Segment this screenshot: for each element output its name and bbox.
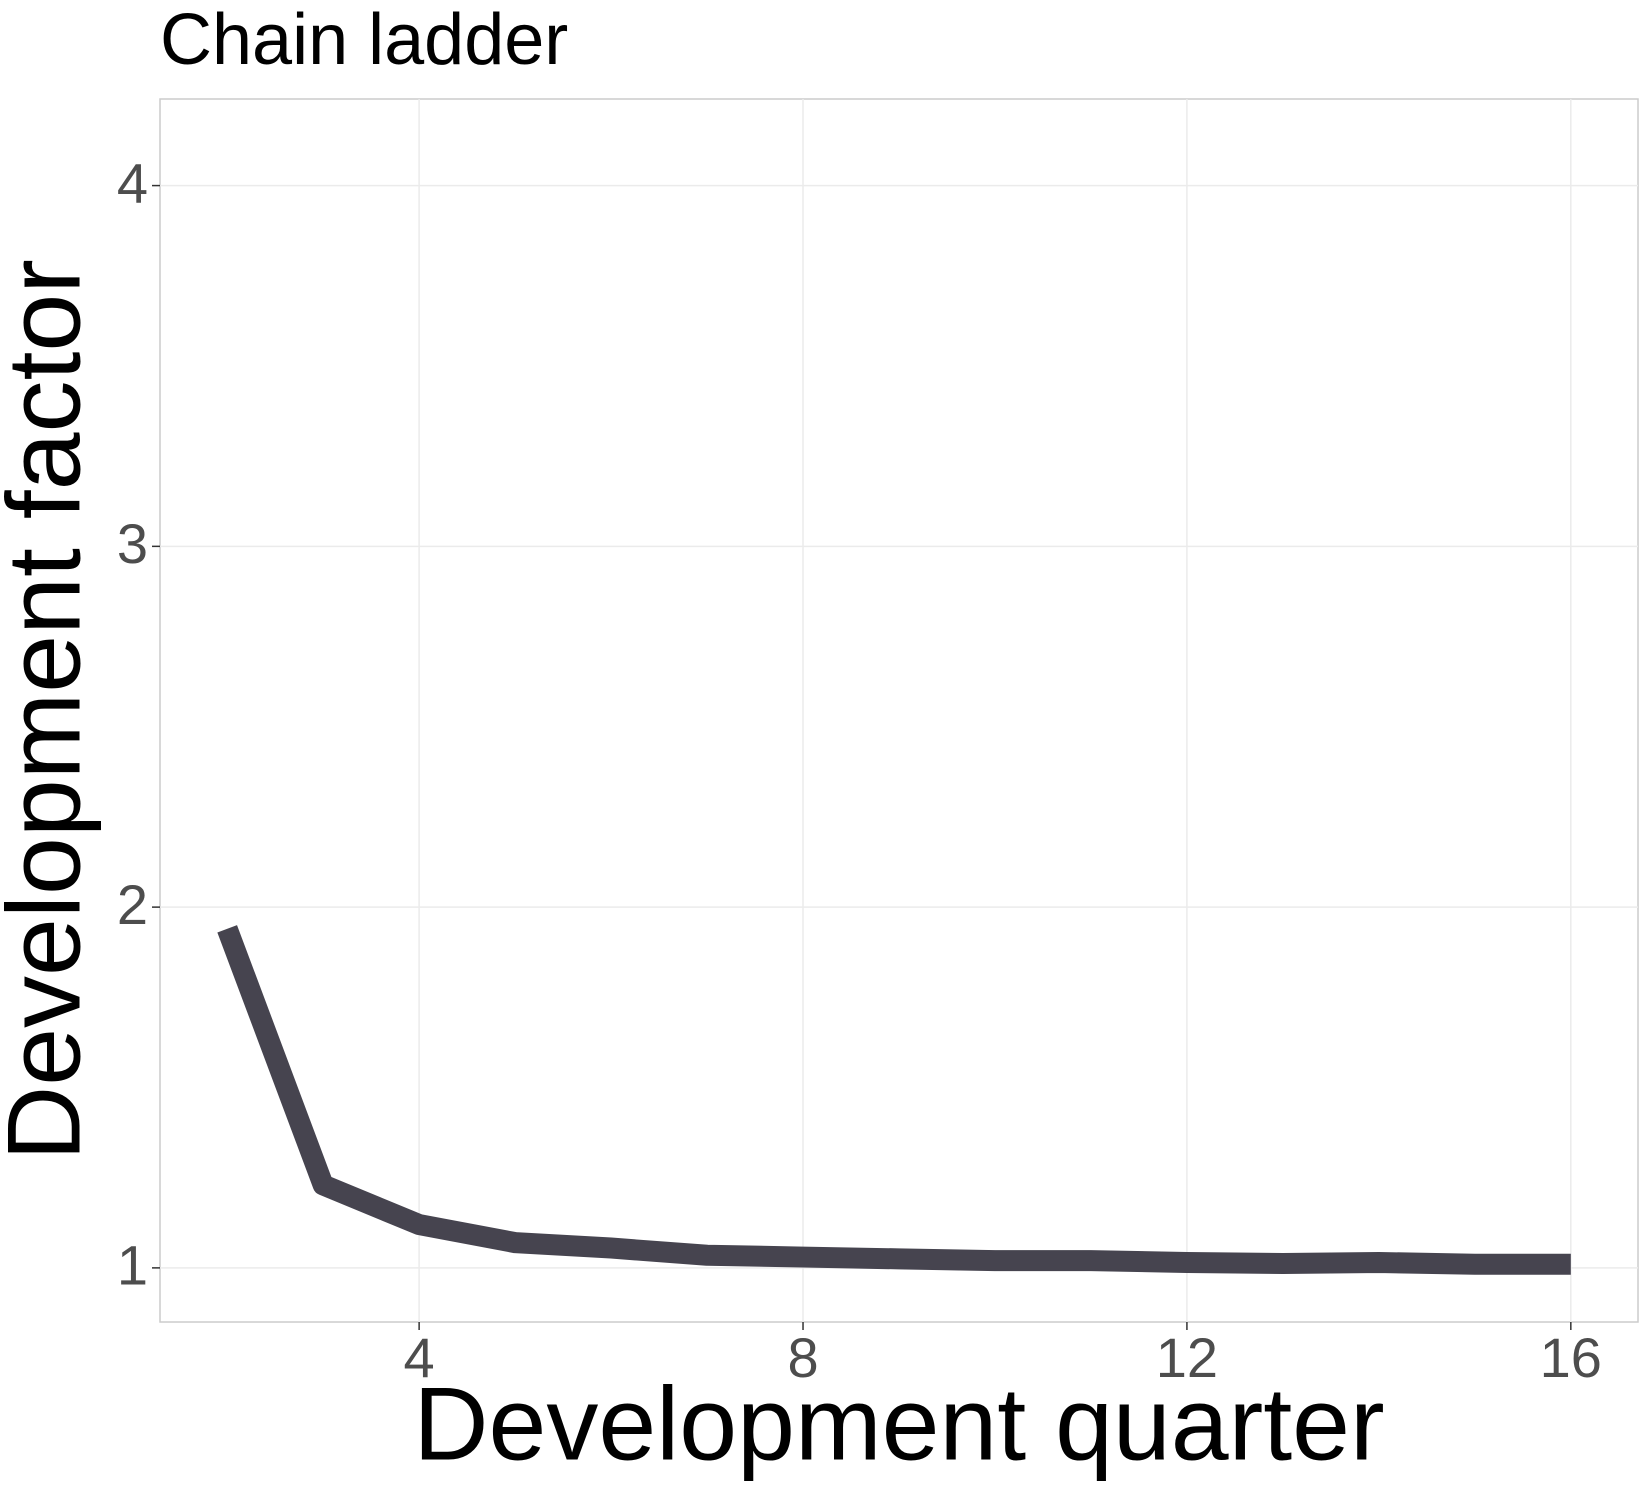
x-tick-label: 4 bbox=[404, 1326, 435, 1389]
x-tick-label: 8 bbox=[787, 1326, 818, 1389]
y-tick-label: 1 bbox=[117, 1234, 148, 1297]
x-tick-label: 16 bbox=[1540, 1326, 1602, 1389]
x-tick-label: 12 bbox=[1156, 1326, 1218, 1389]
data-line bbox=[217, 925, 1571, 1275]
x-axis-title: Development quarter bbox=[413, 1366, 1384, 1482]
panel-border bbox=[159, 98, 1639, 1323]
y-tick-label: 3 bbox=[117, 512, 148, 575]
y-tick-label: 4 bbox=[117, 151, 148, 214]
y-tick-label: 2 bbox=[117, 873, 148, 936]
chart-title: Chain ladder bbox=[160, 0, 568, 80]
y-axis-title: Development factor bbox=[0, 259, 102, 1161]
